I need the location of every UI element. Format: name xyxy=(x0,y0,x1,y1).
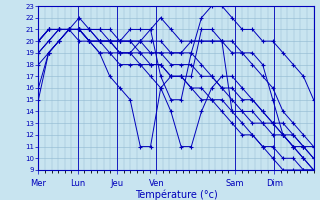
X-axis label: Température (°c): Température (°c) xyxy=(135,189,217,200)
